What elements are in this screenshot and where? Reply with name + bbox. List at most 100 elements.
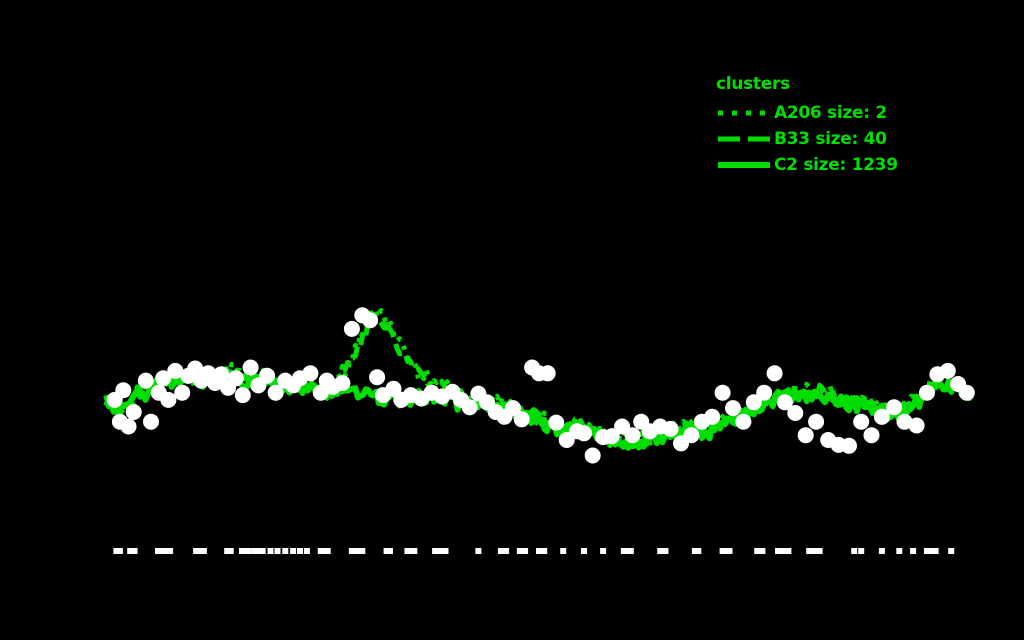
rug-mark bbox=[851, 548, 858, 554]
rug-mark bbox=[224, 548, 231, 554]
rug-mark bbox=[113, 548, 120, 554]
scatter-point bbox=[725, 400, 741, 417]
rug-mark bbox=[290, 548, 297, 554]
rug-mark bbox=[516, 548, 523, 554]
rug-mark bbox=[878, 548, 885, 554]
scatter-point bbox=[787, 405, 804, 421]
scatter-point bbox=[797, 427, 814, 444]
scatter-point bbox=[766, 365, 783, 382]
rug-mark bbox=[497, 548, 504, 554]
rug-mark bbox=[411, 548, 418, 554]
legend-item-c2[interactable]: C2 size: 1239 bbox=[712, 152, 1012, 178]
scatter-point bbox=[213, 366, 230, 383]
series-line-solid bbox=[103, 366, 974, 451]
scatter-point bbox=[756, 384, 773, 401]
scatter-point bbox=[312, 384, 329, 401]
scatter-point bbox=[896, 413, 913, 430]
rug-mark bbox=[910, 548, 917, 554]
scatter-point bbox=[167, 362, 184, 379]
legend-title: clusters bbox=[716, 74, 790, 94]
rug-mark bbox=[759, 548, 766, 554]
scatter-point bbox=[143, 413, 159, 430]
rug-mark bbox=[432, 548, 439, 554]
rug-mark bbox=[726, 548, 733, 554]
scatter-point bbox=[584, 447, 601, 464]
scatter-point bbox=[745, 394, 762, 411]
rug-mark bbox=[359, 548, 366, 554]
scatter-point bbox=[242, 359, 259, 376]
scatter-point bbox=[115, 382, 132, 399]
solid-line-icon bbox=[712, 152, 774, 178]
rug-mark bbox=[324, 548, 331, 554]
rug-mark bbox=[355, 548, 362, 554]
scatter-point bbox=[362, 312, 379, 329]
scatter-point bbox=[735, 413, 752, 430]
scatter-point bbox=[513, 411, 530, 428]
rug-mark bbox=[252, 548, 258, 554]
legend-item-a206[interactable]: A206 size: 2 bbox=[712, 100, 1012, 126]
scatter-point bbox=[125, 404, 142, 420]
rug-mark bbox=[723, 548, 730, 554]
scatter-point bbox=[227, 370, 244, 387]
rug-mark bbox=[127, 548, 134, 554]
scatter-point bbox=[853, 413, 870, 430]
rug-mark bbox=[657, 548, 664, 554]
rug-mark bbox=[167, 548, 174, 554]
dotted-line-icon bbox=[712, 100, 774, 126]
scatter-point bbox=[505, 400, 521, 417]
rug-mark bbox=[924, 548, 930, 554]
rug-mark bbox=[161, 548, 168, 554]
rug-mark bbox=[695, 548, 702, 554]
rug-mark bbox=[259, 548, 266, 554]
rug-mark bbox=[624, 548, 631, 554]
scatter-point bbox=[334, 375, 351, 391]
rug-mark bbox=[948, 548, 955, 554]
rug-mark bbox=[321, 548, 328, 554]
rug-mark bbox=[267, 548, 274, 554]
scatter-point bbox=[343, 320, 360, 337]
scatter-point bbox=[886, 399, 903, 416]
scatter-point bbox=[369, 369, 386, 386]
rug-mark bbox=[560, 548, 567, 554]
rug-mark bbox=[442, 548, 449, 554]
rug-mark bbox=[522, 548, 529, 554]
rug-mark bbox=[383, 548, 390, 554]
rug-mark bbox=[407, 548, 414, 554]
scatter-point bbox=[155, 370, 172, 387]
rug-mark bbox=[662, 548, 669, 554]
scatter-point bbox=[662, 420, 679, 437]
scatter-point bbox=[683, 427, 700, 444]
rug-mark bbox=[242, 548, 249, 554]
rug-mark bbox=[297, 548, 303, 554]
legend-item-b33[interactable]: B33 size: 40 bbox=[712, 126, 1012, 152]
scatter-point bbox=[259, 367, 276, 384]
rug-mark bbox=[475, 548, 482, 554]
rug-mark bbox=[896, 548, 903, 554]
dashed-line-icon bbox=[712, 126, 774, 152]
scatter-point bbox=[120, 418, 137, 435]
scatter-point bbox=[776, 394, 793, 411]
rug-mark bbox=[811, 548, 818, 554]
scatter-point bbox=[841, 437, 857, 454]
rug-mark bbox=[536, 548, 542, 554]
rug-mark bbox=[282, 548, 289, 554]
scatter-point bbox=[160, 391, 177, 408]
scatter-point bbox=[187, 360, 204, 377]
rug-mark bbox=[719, 548, 726, 554]
scatter-point bbox=[461, 399, 478, 416]
rug-mark bbox=[404, 548, 411, 554]
scatter-point bbox=[958, 384, 975, 401]
rug-mark bbox=[785, 548, 792, 554]
rug-mark bbox=[627, 548, 634, 554]
rug-mark bbox=[581, 548, 587, 554]
scatter-point bbox=[137, 372, 154, 389]
rug-mark bbox=[503, 548, 510, 554]
rug-mark bbox=[754, 548, 761, 554]
rug-mark bbox=[256, 548, 263, 554]
rug-mark bbox=[155, 548, 161, 554]
rug-mark bbox=[927, 548, 934, 554]
rug-mark bbox=[816, 548, 823, 554]
scatter-point bbox=[863, 427, 880, 444]
